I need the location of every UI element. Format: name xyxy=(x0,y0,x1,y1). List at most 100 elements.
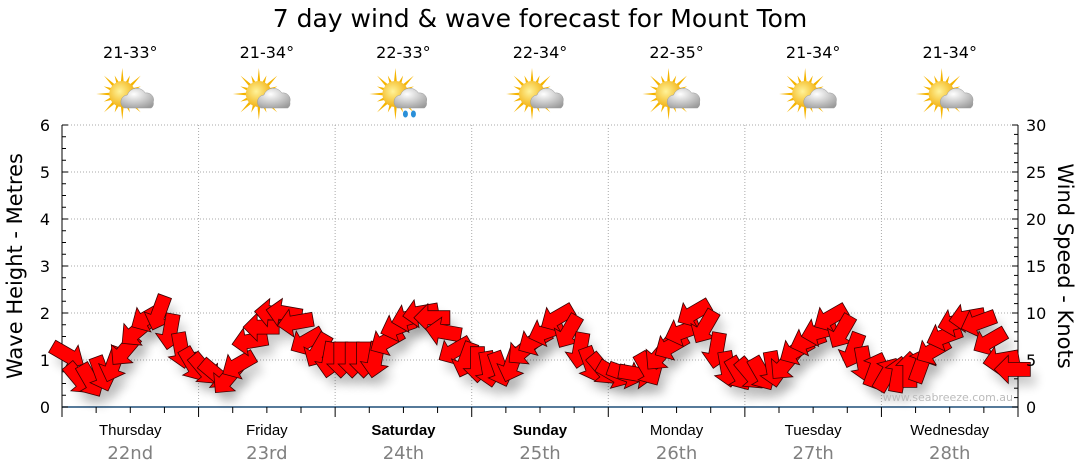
wind-arrow xyxy=(424,316,463,346)
sun-cloud-rain-icon xyxy=(369,68,428,120)
day-temp: 21-33° xyxy=(103,43,158,62)
cloud xyxy=(666,87,701,109)
arrow-shadow xyxy=(228,359,264,389)
sun-ray xyxy=(808,75,813,84)
day-date: 28th xyxy=(929,443,970,464)
day-date: 26th xyxy=(656,443,697,464)
sun-ray xyxy=(129,75,141,87)
sun-ray xyxy=(251,104,256,113)
left-tick-label: 4 xyxy=(40,210,50,229)
sun-ray xyxy=(675,75,687,87)
right-tick-label: 5 xyxy=(1026,351,1036,370)
sun-ray xyxy=(377,101,389,113)
sun-ray xyxy=(667,68,671,83)
sun-ray xyxy=(923,97,932,102)
sun-ray xyxy=(240,75,252,87)
wind-arrow xyxy=(993,354,1031,385)
sun-ray xyxy=(125,75,130,84)
left-tick-label: 5 xyxy=(40,163,50,182)
sun-cloud-icon xyxy=(642,68,701,120)
right-axis-title: Wind Speed - Knots xyxy=(1053,163,1077,368)
right-tick-label: 0 xyxy=(1026,398,1036,417)
sun-ray xyxy=(786,101,798,113)
sun-cloud-icon xyxy=(506,68,564,120)
cloud xyxy=(120,87,154,109)
left-axis-title: Wave Height - Metres xyxy=(3,153,27,379)
right-tick-label: 30 xyxy=(1026,116,1046,135)
wind-arrow xyxy=(677,297,714,328)
right-tick-label: 25 xyxy=(1026,163,1046,182)
sun-ray xyxy=(524,75,529,84)
sun-ray xyxy=(96,92,111,96)
sun-ray xyxy=(103,101,115,113)
left-tick-label: 1 xyxy=(40,351,50,370)
sun-ray xyxy=(786,75,798,87)
sun-ray xyxy=(786,86,795,91)
left-tick-label: 3 xyxy=(40,257,50,276)
wind-arrow xyxy=(277,308,315,338)
day-date: 27th xyxy=(792,443,833,464)
day-date: 24th xyxy=(383,443,424,464)
sun-ray xyxy=(114,75,120,84)
sun-ray xyxy=(257,68,261,83)
sun-cloud-icon xyxy=(915,68,974,120)
labels: 0 1 2 3 4 5 6 0 5 10 15 20 25 30 Wave Height - Metres W… xyxy=(3,43,1077,464)
sun-ray xyxy=(944,75,950,84)
sun-ray xyxy=(940,105,944,120)
sun-ray xyxy=(660,75,666,84)
cloud xyxy=(257,87,291,109)
sun-ray xyxy=(377,75,389,87)
day-name: Monday xyxy=(650,422,704,439)
watermark: www.seabreeze.com.au xyxy=(883,391,1013,404)
sun-ray xyxy=(232,92,247,96)
sun-ray xyxy=(535,75,540,84)
cloud xyxy=(393,87,428,109)
sun-ray xyxy=(398,75,404,84)
sun-ray xyxy=(650,86,659,91)
left-tick-label: 0 xyxy=(40,398,50,417)
sun-ray xyxy=(387,104,393,113)
sun-ray xyxy=(376,86,385,91)
sun-ray xyxy=(797,104,802,113)
day-temp: 21-34° xyxy=(786,43,841,62)
wind-arrow xyxy=(973,325,1010,356)
sun-ray xyxy=(266,75,278,87)
sun-cloud-icon xyxy=(96,68,154,120)
sun-ray xyxy=(513,97,522,102)
sun-ray xyxy=(797,75,802,84)
sun-ray xyxy=(251,75,256,84)
sun-ray xyxy=(660,104,666,113)
sun-ray xyxy=(915,92,930,96)
sun-ray xyxy=(923,86,932,91)
sun-ray xyxy=(530,68,534,83)
sun-cloud-icon xyxy=(779,68,837,120)
wind-arrow xyxy=(814,302,850,333)
cloud xyxy=(530,87,564,109)
day-name: Friday xyxy=(246,422,288,439)
sun-ray xyxy=(393,105,397,120)
wind-arrow xyxy=(540,302,577,333)
sun-ray xyxy=(240,97,249,102)
day-date: 22nd xyxy=(107,443,153,464)
sun-ray xyxy=(513,101,525,113)
sun-ray xyxy=(524,104,529,113)
sun-ray xyxy=(506,92,521,96)
sun-ray xyxy=(513,86,522,91)
sun-ray xyxy=(376,97,385,102)
sun-ray xyxy=(667,105,671,120)
sun-ray xyxy=(940,68,944,83)
day-name: Sunday xyxy=(513,422,568,439)
sun-ray xyxy=(120,105,124,120)
sun-ray xyxy=(671,75,677,84)
chart-title: 7 day wind & wave forecast for Mount Tom xyxy=(272,4,808,33)
day-date: 25th xyxy=(519,443,560,464)
sun-ray xyxy=(387,75,393,84)
sun-ray xyxy=(650,75,662,87)
raindrop xyxy=(402,110,408,118)
sun-ray xyxy=(530,105,534,120)
sun-ray xyxy=(539,75,551,87)
sun-ray xyxy=(650,101,662,113)
sun-ray xyxy=(393,68,397,83)
day-date: 23rd xyxy=(246,443,287,464)
right-tick-label: 20 xyxy=(1026,210,1046,229)
